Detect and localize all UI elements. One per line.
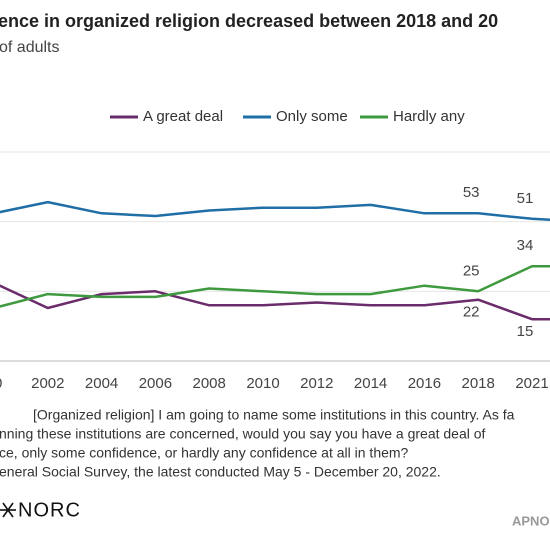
legend-label: Only some: [276, 108, 348, 125]
x-tick-label: 2004: [85, 375, 118, 392]
credit: APNO: [512, 513, 550, 528]
legend-label: Hardly any: [393, 108, 465, 125]
x-tick-label: 2014: [354, 375, 387, 392]
x-tick-label: 2008: [193, 375, 226, 392]
x-tick-label: 2016: [408, 375, 441, 392]
data-label: 22: [463, 304, 480, 321]
x-tick-label: 2012: [300, 375, 333, 392]
data-label: 25: [463, 262, 480, 279]
data-label: 51: [517, 190, 534, 207]
series-line: [0, 200, 550, 221]
note: nning these institutions are concerned, …: [0, 426, 486, 442]
x-tick-label: 2021: [515, 375, 548, 392]
data-label: 34: [517, 237, 534, 254]
x-tick-label: 2010: [246, 375, 279, 392]
note: [Organized religion] I am going to name …: [33, 407, 515, 423]
x-tick-label: 2002: [31, 375, 64, 392]
logo-mark: [0, 502, 16, 518]
series-line: [0, 264, 550, 308]
chart-subtitle: of adults: [0, 39, 59, 56]
note: eneral Social Survey, the latest conduct…: [0, 464, 441, 480]
note: ce, only some confidence, or hardly any …: [0, 445, 409, 461]
x-tick-label: 2006: [139, 375, 172, 392]
chart-title: ence in organized religion decreased bet…: [0, 11, 498, 31]
data-label: 53: [463, 184, 480, 201]
data-label: 15: [517, 323, 534, 340]
logo: NORC: [18, 499, 81, 521]
x-tick-label: 2018: [462, 375, 495, 392]
x-tick-label: 00: [0, 375, 2, 392]
legend-label: A great deal: [143, 108, 223, 125]
